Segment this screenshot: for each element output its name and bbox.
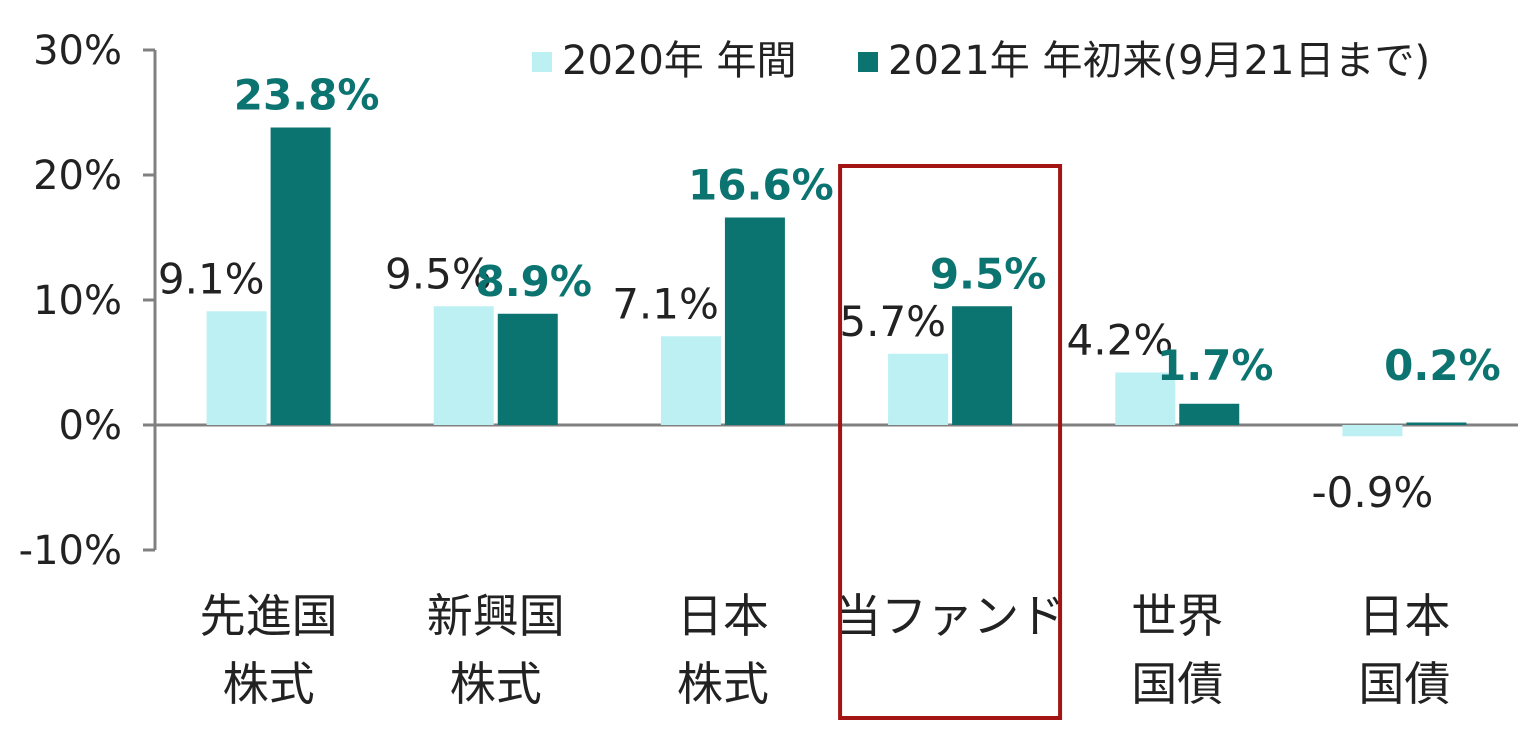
value-label-2020: 4.2% <box>1067 316 1174 365</box>
category-label: 株式 <box>677 657 769 711</box>
bar-2021 <box>1179 403 1240 425</box>
y-tick-label: 30% <box>33 28 122 74</box>
bar-2021 <box>952 306 1013 425</box>
category-label: 世界 <box>1131 589 1223 643</box>
value-label-2020: 9.5% <box>385 249 492 298</box>
category-label: 当ファンド <box>835 589 1065 643</box>
y-tick-label: -10% <box>19 528 122 574</box>
category-label: 日本 <box>1358 589 1450 643</box>
category-label: 国債 <box>1131 657 1223 711</box>
value-label-2020: 5.7% <box>839 297 946 346</box>
bar-2021 <box>270 127 331 425</box>
bar-2020 <box>660 336 721 425</box>
category-label: 日本 <box>677 589 769 643</box>
bar-2020 <box>888 353 949 425</box>
value-label-2020: 7.1% <box>612 279 719 328</box>
value-label-2021: 9.5% <box>930 249 1046 298</box>
legend-item-2021-swatch <box>858 52 878 72</box>
bar-2020 <box>206 311 267 425</box>
value-label-2021: 23.8% <box>234 71 380 120</box>
legend-item-2020-swatch <box>532 52 552 72</box>
bar-2020 <box>1115 372 1176 425</box>
bar-2020 <box>1342 425 1403 437</box>
bar-2020 <box>433 306 494 425</box>
category-label: 株式 <box>450 657 542 711</box>
category-label: 新興国 <box>427 589 565 643</box>
highlight-frame <box>838 164 1063 720</box>
value-label-2021: 16.6% <box>688 161 834 210</box>
y-tick-label: 10% <box>33 278 122 324</box>
bar-2021 <box>1406 422 1467 425</box>
legend-item-2021-label: 2021年 年初来(9月21日まで) <box>888 38 1430 84</box>
legend-item-2020-label: 2020年 年間 <box>562 38 797 84</box>
value-label-2021: 8.9% <box>476 257 592 306</box>
value-label-2020: 9.1% <box>158 254 265 303</box>
value-label-2021: 1.7% <box>1157 341 1273 390</box>
category-label: 国債 <box>1358 657 1450 711</box>
value-label-2021: 0.2% <box>1384 341 1500 390</box>
category-label: 先進国 <box>200 589 338 643</box>
y-tick-label: 0% <box>59 403 122 449</box>
y-tick-label: 20% <box>33 153 122 199</box>
value-label-2020: -0.9% <box>1311 468 1433 517</box>
category-label: 株式 <box>223 657 315 711</box>
bar-2021 <box>724 217 785 425</box>
bar-2021 <box>497 313 558 425</box>
